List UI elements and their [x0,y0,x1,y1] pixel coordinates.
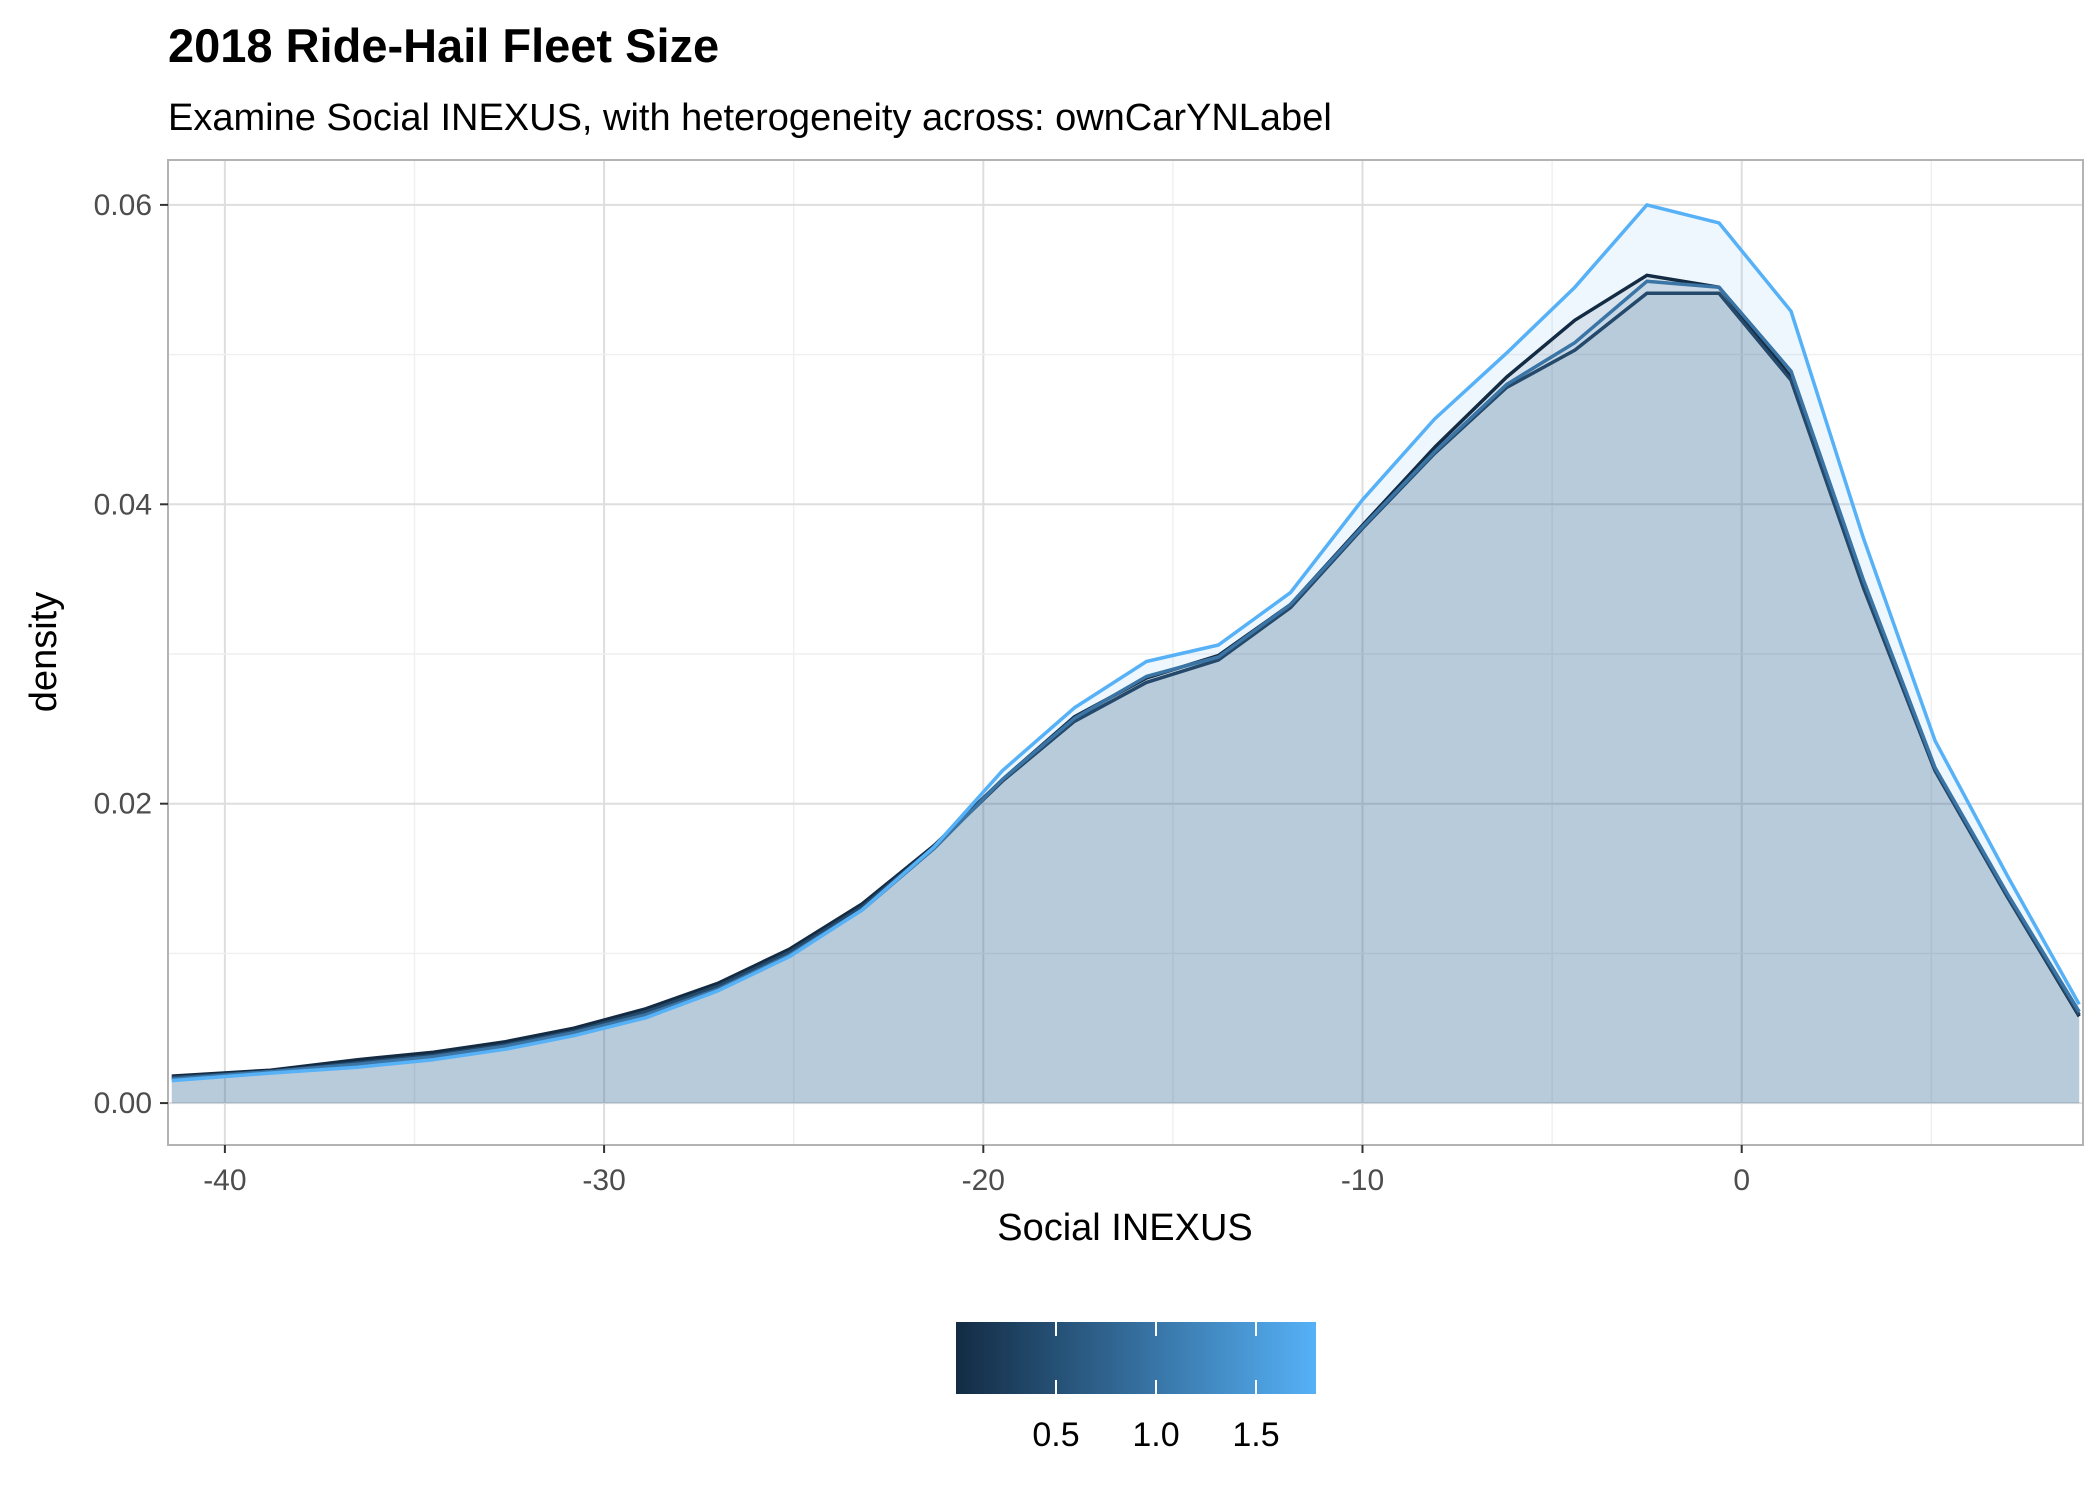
x-tick-label: -40 [203,1164,246,1197]
grid-lines [168,160,2083,1145]
legend-tick-label: 0.5 [1032,1416,1079,1454]
legend-tick-label: 1.0 [1132,1416,1179,1454]
plot-panel [167,159,2084,1146]
legend-ticks: 0.5 1.0 1.5 [1032,1322,1280,1454]
x-tick-label: 0 [1733,1164,1750,1197]
x-tick-label: -20 [962,1164,1005,1197]
y-tick-label: 0.06 [94,189,152,222]
panel-border [167,159,2084,1146]
y-tick-label: 0.04 [94,488,152,521]
y-tick-label: 0.02 [94,788,152,821]
x-axis-ticks: -40 -30 -20 -10 0 [203,1145,1750,1197]
color-legend: 0.5 1.0 1.5 [956,1322,1316,1454]
x-tick-label: -10 [1341,1164,1384,1197]
chart-title: 2018 Ride-Hail Fleet Size [168,19,719,72]
density-area-0 [171,275,2080,1104]
density-series [171,203,2081,1104]
legend-colorbar [956,1322,1316,1394]
x-tick-label: -30 [582,1164,625,1197]
density-area-3 [171,204,2080,1104]
legend-tick-label: 1.5 [1232,1416,1279,1454]
y-tick-label: 0.00 [94,1087,152,1120]
y-axis-ticks: 0.00 0.02 0.04 0.06 [94,189,168,1120]
density-area-1 [171,293,2080,1104]
density-line-3 [171,203,2081,1083]
y-axis-title: density [23,592,65,712]
density-line-2 [171,279,2081,1081]
x-axis-title: Social INEXUS [997,1207,1253,1249]
chart-subtitle: Examine Social INEXUS, with heterogeneit… [168,97,1332,139]
